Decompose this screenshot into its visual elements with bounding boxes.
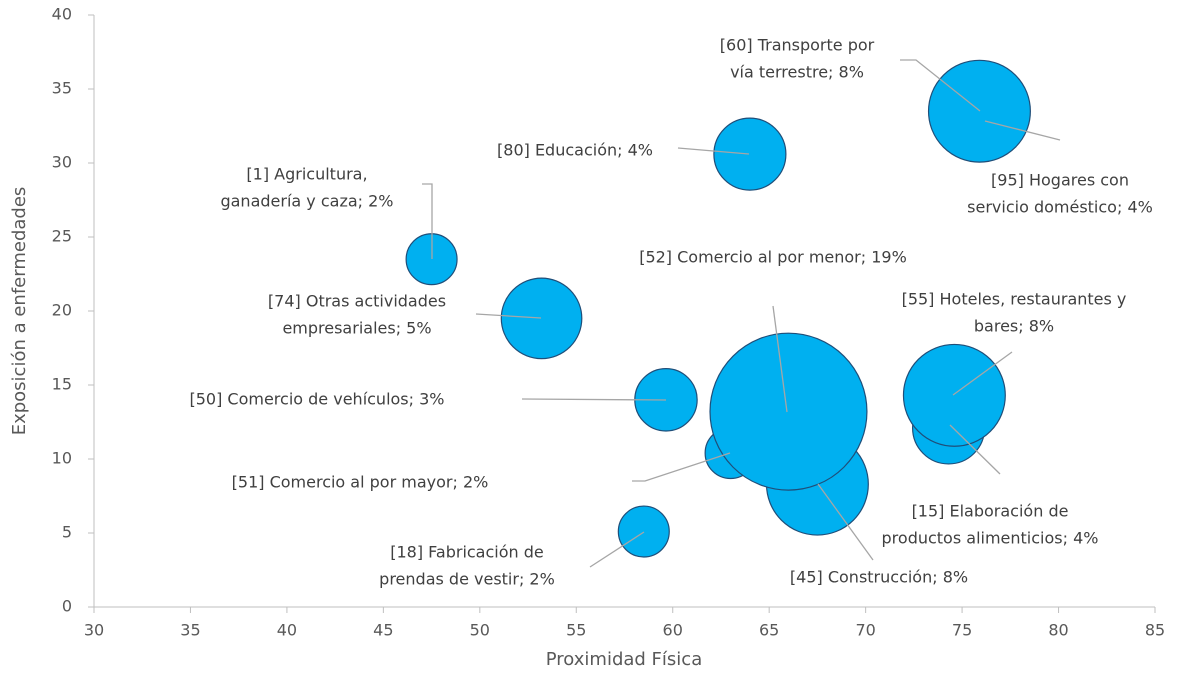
data-label: [60] Transporte por	[720, 36, 875, 55]
data-label: vía terrestre; 8%	[730, 63, 864, 82]
x-tick-label: 65	[759, 621, 779, 640]
y-axis-title: Exposición a enfermedades	[9, 187, 30, 436]
leader-line	[949, 424, 1001, 475]
data-label: [15] Elaboración de	[912, 502, 1069, 521]
data-label: [1] Agricultura,	[246, 165, 367, 184]
leader-line	[817, 483, 874, 561]
bubble	[617, 505, 670, 558]
y-tick-label: 40	[52, 5, 72, 24]
x-tick-label: 55	[566, 621, 586, 640]
data-label: [55] Hoteles, restaurantes y	[902, 290, 1127, 309]
data-label: [45] Construcción; 8%	[790, 568, 968, 587]
x-tick-label: 45	[373, 621, 393, 640]
leader-line	[772, 305, 788, 413]
x-tick-label: 80	[1048, 621, 1068, 640]
x-tick-label: 60	[663, 621, 683, 640]
data-label: productos alimenticios; 4%	[882, 529, 1099, 548]
y-tick-label: 0	[62, 597, 72, 616]
leader-line	[900, 59, 981, 112]
leader-line	[632, 452, 731, 482]
leader-line	[589, 531, 645, 568]
x-tick-label: 40	[277, 621, 297, 640]
y-tick-label: 35	[52, 79, 72, 98]
y-tick-label: 30	[52, 153, 72, 172]
leader-line	[677, 147, 750, 155]
data-label: [80] Educación; 4%	[497, 141, 653, 160]
data-label: [74] Otras actividades	[268, 292, 446, 311]
bubble	[709, 332, 868, 491]
x-tick-label: 50	[470, 621, 490, 640]
x-tick-label: 85	[1145, 621, 1165, 640]
data-label: [51] Comercio al por mayor; 2%	[232, 473, 489, 492]
data-label: servicio doméstico; 4%	[967, 198, 1153, 217]
data-label: [52] Comercio al por menor; 19%	[639, 248, 907, 267]
data-label: [18] Fabricación de	[390, 543, 544, 562]
leader-line	[521, 398, 667, 401]
data-label: [50] Comercio de vehículos; 3%	[189, 390, 444, 409]
x-tick-label: 30	[84, 621, 104, 640]
leader-line	[984, 120, 1061, 141]
x-axis-title: Proximidad Física	[546, 649, 702, 670]
data-label: [95] Hogares con	[991, 171, 1129, 190]
data-label: bares; 8%	[974, 317, 1054, 336]
y-tick-label: 20	[52, 301, 72, 320]
bubble	[902, 343, 1006, 447]
leader-line	[475, 313, 542, 319]
data-label: ganadería y caza; 2%	[220, 192, 393, 211]
x-tick-label: 35	[180, 621, 200, 640]
x-tick-label: 75	[952, 621, 972, 640]
leader-line	[952, 351, 1013, 396]
bubble	[500, 277, 583, 360]
x-tick-label: 70	[855, 621, 875, 640]
bubble	[713, 117, 787, 191]
data-label: prendas de vestir; 2%	[379, 570, 555, 589]
y-tick-label: 25	[52, 227, 72, 246]
y-tick-label: 15	[52, 375, 72, 394]
y-tick-label: 10	[52, 449, 72, 468]
y-tick-label: 5	[62, 523, 72, 542]
data-label: empresariales; 5%	[282, 319, 431, 338]
leader-line	[422, 183, 433, 259]
